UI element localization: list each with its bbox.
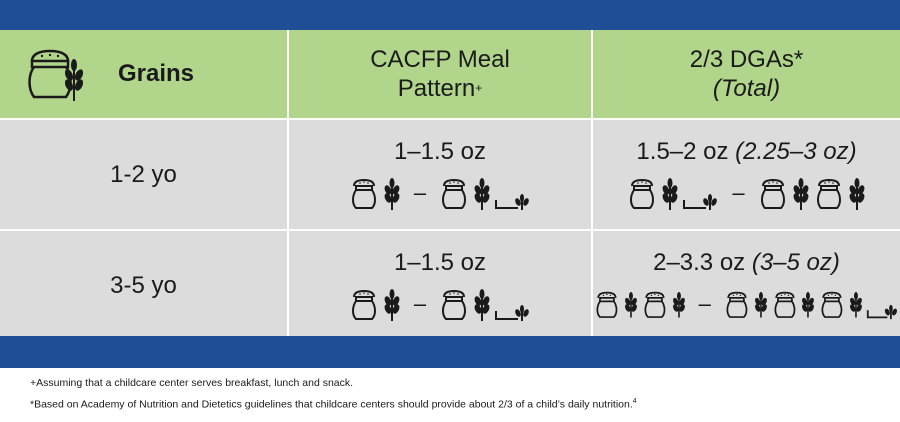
grains-header-cell: Grains bbox=[0, 30, 288, 119]
grain-sack-icon bbox=[28, 49, 84, 101]
wheat-icon bbox=[670, 290, 687, 318]
wheat-icon bbox=[660, 176, 681, 211]
wheat-icon bbox=[622, 290, 639, 318]
cacfp-icons: – bbox=[289, 172, 591, 212]
wheat-icon bbox=[382, 176, 402, 211]
grain-sack-icon bbox=[442, 289, 467, 320]
grains-table: Grains CACFP Meal Pattern+ 2/3 DGAs* (Tota… bbox=[0, 30, 900, 340]
top-band bbox=[0, 0, 900, 30]
age-label: 1-2 yo bbox=[110, 160, 177, 188]
cacfp-header-line1: CACFP Meal bbox=[370, 46, 510, 73]
grain-sack-icon bbox=[644, 291, 666, 318]
half-grain-icon bbox=[495, 192, 532, 211]
dga-icons: – bbox=[593, 283, 900, 323]
wheat-icon bbox=[472, 287, 492, 322]
dga-total: (2.25–3 oz) bbox=[735, 137, 857, 165]
table-header-row: Grains CACFP Meal Pattern+ 2/3 DGAs* (Tota… bbox=[0, 30, 900, 119]
half-grain-icon bbox=[683, 192, 720, 211]
grain-sack-icon bbox=[726, 291, 748, 318]
grain-sack-icon bbox=[816, 178, 841, 209]
range-dash: – bbox=[413, 290, 427, 316]
cacfp-header-line2: Pattern bbox=[397, 75, 476, 102]
footnote-star-text: *Based on Academy of Nutrition and Diete… bbox=[30, 398, 633, 411]
range-dash: – bbox=[698, 290, 711, 316]
grains-label: Grains bbox=[118, 60, 195, 87]
footnote-star: *Based on Academy of Nutrition and Diete… bbox=[30, 398, 637, 411]
plus-footnote-mark: + bbox=[475, 81, 483, 95]
bottom-band bbox=[0, 336, 900, 368]
dga-header-line2: (Total) bbox=[712, 75, 781, 102]
dga-amount: 2–3.3 oz bbox=[653, 248, 746, 276]
dga-total: (3–5 oz) bbox=[751, 248, 840, 276]
dga-icons: – bbox=[593, 172, 900, 212]
range-dash: – bbox=[732, 179, 745, 205]
dga-header-cell: 2/3 DGAs* (Total) bbox=[591, 30, 900, 119]
wheat-icon bbox=[382, 287, 402, 322]
footnote-star-ref: 4 bbox=[632, 398, 637, 405]
grain-sack-icon bbox=[821, 291, 843, 318]
grain-sack-icon bbox=[774, 291, 795, 318]
age-label: 3-5 yo bbox=[110, 271, 177, 299]
cacfp-icons: – bbox=[289, 283, 591, 323]
grain-sack-icon bbox=[351, 178, 376, 209]
cacfp-amount: 1–1.5 oz bbox=[393, 248, 487, 276]
table-row: 3-5 yo 1–1.5 oz – 2–3.3 oz (3–5 oz) – bbox=[0, 229, 900, 340]
wheat-icon bbox=[848, 290, 865, 318]
grain-sack-icon bbox=[351, 289, 376, 320]
dga-header-line1: 2/3 DGAs* bbox=[689, 46, 804, 73]
wheat-icon bbox=[790, 176, 811, 211]
cacfp-amount: 1–1.5 oz bbox=[393, 137, 487, 165]
cacfp-header-cell: CACFP Meal Pattern+ bbox=[287, 30, 592, 119]
half-grain-icon bbox=[495, 303, 532, 322]
wheat-icon bbox=[752, 290, 769, 318]
grain-sack-icon bbox=[630, 178, 655, 209]
half-grain-icon bbox=[867, 303, 900, 320]
footnote-plus: +Assuming that a childcare center serves… bbox=[30, 377, 354, 389]
dga-amount: 1.5–2 oz bbox=[636, 137, 729, 165]
wheat-icon bbox=[472, 176, 492, 211]
table-row: 1-2 yo 1–1.5 oz – 1.5–2 oz (2.25–3 oz) – bbox=[0, 118, 900, 230]
grain-sack-icon bbox=[596, 291, 618, 318]
grain-sack-icon bbox=[760, 178, 785, 209]
wheat-icon bbox=[800, 290, 817, 318]
range-dash: – bbox=[413, 179, 427, 205]
wheat-icon bbox=[846, 176, 867, 211]
grain-sack-icon bbox=[442, 178, 467, 209]
